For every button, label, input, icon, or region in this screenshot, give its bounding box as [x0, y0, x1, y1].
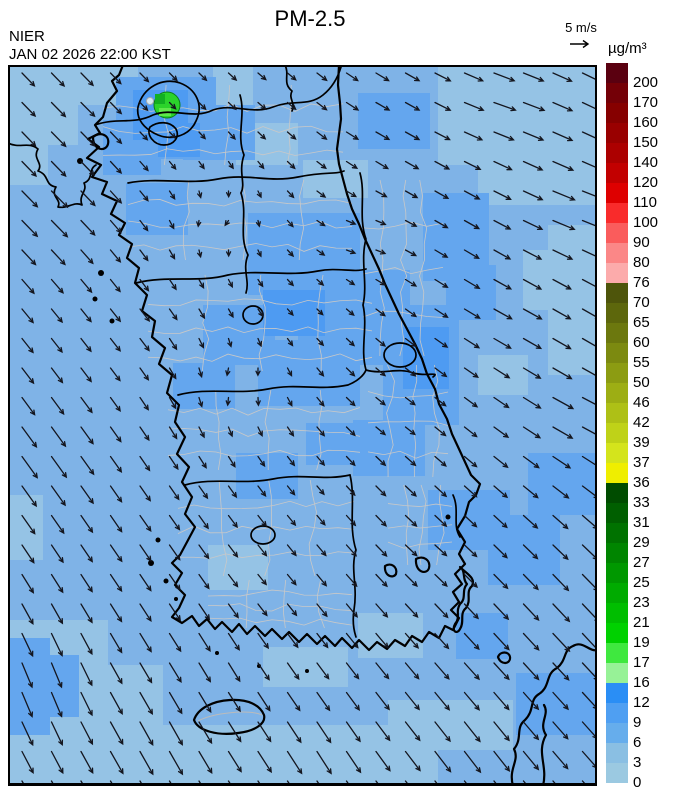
colorbar-segment — [606, 403, 628, 423]
colorbar-tick-label: 50 — [633, 374, 650, 391]
wind-reference-arrow-icon — [570, 39, 590, 49]
colorbar-segment — [606, 203, 628, 223]
colorbar-tick-label: 46 — [633, 394, 650, 411]
colorbar-tick-label: 65 — [633, 314, 650, 331]
colorbar-segment — [606, 503, 628, 523]
colorbar-tick-label: 16 — [633, 674, 650, 691]
colorbar-tick-label: 37 — [633, 454, 650, 471]
colorbar-segment — [606, 703, 628, 723]
colorbar-tick-label: 100 — [633, 214, 659, 231]
colorbar-tick-label: 160 — [633, 114, 659, 131]
colorbar-segment — [606, 63, 628, 83]
colorbar-tick-label: 23 — [633, 594, 650, 611]
colorbar-segment — [606, 263, 628, 283]
colorbar-segment — [606, 643, 628, 663]
colorbar-segment — [606, 563, 628, 583]
colorbar-tick-label: 140 — [633, 154, 659, 171]
chart-title: PM-2.5 — [274, 6, 346, 31]
colorbar-segment — [606, 483, 628, 503]
colorbar-tick-label: 36 — [633, 474, 650, 491]
colorbar — [606, 63, 628, 783]
colorbar-segment — [606, 443, 628, 463]
units-label: µg/m³ — [608, 40, 647, 57]
colorbar-tick-label: 55 — [633, 354, 650, 371]
colorbar-segment — [606, 763, 628, 783]
colorbar-tick-label: 42 — [633, 414, 650, 431]
colorbar-tick-label: 12 — [633, 694, 650, 711]
colorbar-segment — [606, 463, 628, 483]
colorbar-segment — [606, 163, 628, 183]
colorbar-tick-label: 70 — [633, 294, 650, 311]
colorbar-segment — [606, 543, 628, 563]
colorbar-tick-label: 17 — [633, 654, 650, 671]
colorbar-segment — [606, 423, 628, 443]
colorbar-segment — [606, 183, 628, 203]
colorbar-tick-label: 31 — [633, 514, 650, 531]
colorbar-segment — [606, 583, 628, 603]
colorbar-segment — [606, 243, 628, 263]
colorbar-tick-label: 19 — [633, 634, 650, 651]
colorbar-segment — [606, 223, 628, 243]
colorbar-tick-label: 150 — [633, 134, 659, 151]
colorbar-segment — [606, 623, 628, 643]
colorbar-tick-label: 120 — [633, 174, 659, 191]
colorbar-tick-label: 60 — [633, 334, 650, 351]
colorbar-tick-label: 6 — [633, 734, 642, 751]
colorbar-tick-label: 29 — [633, 534, 650, 551]
colorbar-segment — [606, 383, 628, 403]
colorbar-tick-label: 9 — [633, 714, 642, 731]
colorbar-segment — [606, 83, 628, 103]
colorbar-segment — [606, 283, 628, 303]
colorbar-segment — [606, 123, 628, 143]
colorbar-tick-label: 80 — [633, 254, 650, 271]
colorbar-segment — [606, 683, 628, 703]
colorbar-tick-label: 0 — [633, 774, 642, 791]
colorbar-segment — [606, 343, 628, 363]
colorbar-tick-label: 21 — [633, 614, 650, 631]
colorbar-segment — [606, 303, 628, 323]
colorbar-tick-label: 25 — [633, 574, 650, 591]
agency-label: NIER — [9, 28, 45, 45]
map-area — [8, 65, 597, 786]
colorbar-segment — [606, 603, 628, 623]
colorbar-segment — [606, 143, 628, 163]
colorbar-segment — [606, 723, 628, 743]
colorbar-tick-label: 200 — [633, 74, 659, 91]
colorbar-segment — [606, 103, 628, 123]
valid-time-label: JAN 02 2026 22:00 KST — [9, 46, 171, 63]
colorbar-segment — [606, 743, 628, 763]
wind-reference-label: 5 m/s — [565, 20, 597, 35]
colorbar-tick-label: 76 — [633, 274, 650, 291]
colorbar-tick-label: 170 — [633, 94, 659, 111]
korea-pm25-map — [8, 65, 597, 786]
colorbar-tick-label: 90 — [633, 234, 650, 251]
colorbar-segment — [606, 523, 628, 543]
colorbar-segment — [606, 323, 628, 343]
colorbar-tick-label: 39 — [633, 434, 650, 451]
colorbar-segment — [606, 663, 628, 683]
colorbar-tick-label: 33 — [633, 494, 650, 511]
colorbar-tick-label: 27 — [633, 554, 650, 571]
colorbar-tick-label: 3 — [633, 754, 642, 771]
colorbar-segment — [606, 363, 628, 383]
colorbar-tick-label: 110 — [633, 194, 657, 211]
